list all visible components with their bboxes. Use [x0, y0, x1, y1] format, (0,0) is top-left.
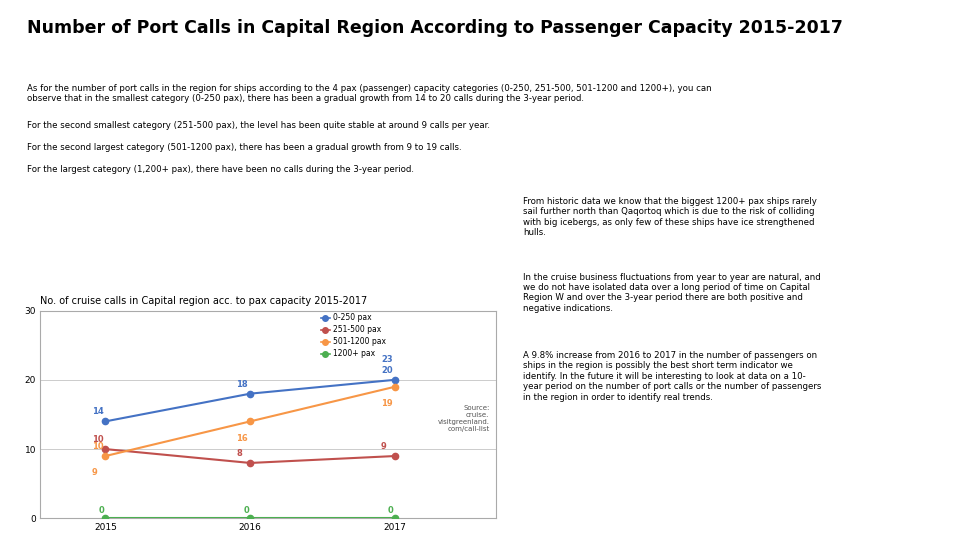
Text: In the cruise business fluctuations from year to year are natural, and
we do not: In the cruise business fluctuations from…	[523, 273, 821, 313]
Text: For the second smallest category (251-500 pax), the level has been quite stable : For the second smallest category (251-50…	[27, 122, 490, 131]
Text: 19: 19	[381, 399, 393, 408]
Text: 9: 9	[381, 442, 387, 451]
Text: 18: 18	[236, 380, 248, 389]
Text: 20: 20	[381, 366, 393, 375]
Text: 10: 10	[91, 442, 103, 451]
Text: 10: 10	[91, 435, 103, 444]
Text: A 9.8% increase from 2016 to 2017 in the number of passengers on
ships in the re: A 9.8% increase from 2016 to 2017 in the…	[523, 351, 822, 402]
Text: 8: 8	[236, 449, 242, 458]
Text: 23: 23	[381, 355, 393, 364]
Text: 9: 9	[91, 469, 97, 477]
Text: 0: 0	[99, 506, 105, 515]
Text: As for the number of port calls in the region for ships according to the 4 pax (: As for the number of port calls in the r…	[27, 84, 711, 103]
Text: 0: 0	[388, 506, 394, 515]
Text: 16: 16	[236, 434, 248, 443]
Text: Number of Port Calls in Capital Region According to Passenger Capacity 2015-2017: Number of Port Calls in Capital Region A…	[27, 19, 843, 37]
Text: 14: 14	[91, 408, 104, 416]
Text: From historic data we know that the biggest 1200+ pax ships rarely
sail further : From historic data we know that the bigg…	[523, 197, 817, 237]
Text: 0: 0	[243, 506, 249, 515]
Legend: 0-250 pax, 251-500 pax, 501-1200 pax, 1200+ pax: 0-250 pax, 251-500 pax, 501-1200 pax, 12…	[318, 310, 389, 361]
Text: No. of cruise calls in Capital region acc. to pax capacity 2015-2017: No. of cruise calls in Capital region ac…	[40, 295, 368, 306]
Text: For the second largest category (501-1200 pax), there has been a gradual growth : For the second largest category (501-120…	[27, 143, 462, 152]
Text: For the largest category (1,200+ pax), there have been no calls during the 3-yea: For the largest category (1,200+ pax), t…	[27, 165, 414, 174]
Text: Source:
cruise.
visitgreenland.
com/call-list: Source: cruise. visitgreenland. com/call…	[438, 405, 490, 432]
